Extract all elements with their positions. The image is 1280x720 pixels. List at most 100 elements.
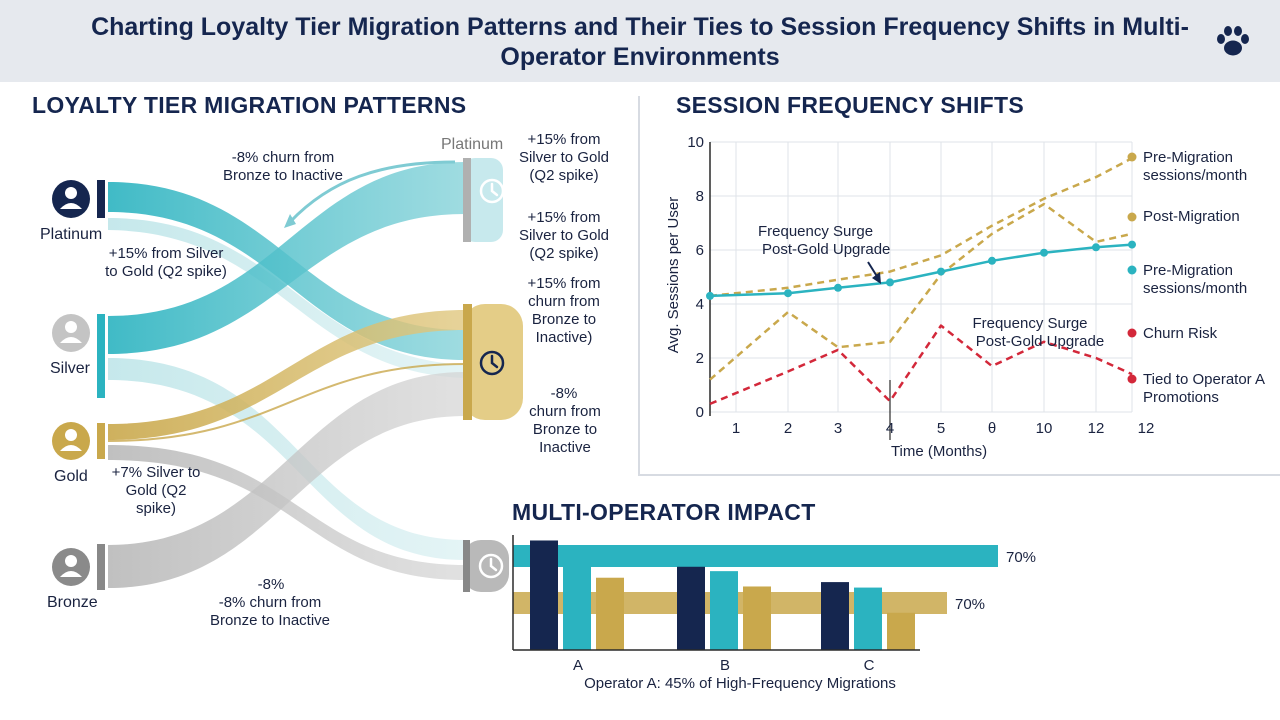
bar-chart-title: MULTI-OPERATOR IMPACT [512,499,816,525]
background-bar-label-1: 70% [955,596,985,613]
flow-silver-to-bronze [108,358,465,560]
bar-A-2 [596,577,624,650]
annotation-surge-line2: Post-Gold Upgrade [762,241,890,258]
flow-bronze-to-gold [108,372,465,588]
annotation-right-4-pct: -8% [550,385,578,402]
line-point [1092,243,1100,252]
bar-A-1 [563,549,591,650]
legend-marker-3 [1127,328,1137,338]
y-tick-label: 2 [696,350,704,367]
bar-C-2 [887,612,915,650]
header-bar: Charting Loyalty Tier Migration Patterns… [0,0,1280,82]
x-tick-label: θ [988,420,996,437]
legend-marker-2 [1127,265,1137,275]
annotation-surge2-line2: Post-Gold Upgrade [976,333,1104,350]
x-tick-label: 4 [886,420,894,437]
annotation-surge-line1: Frequency Surge [758,223,873,240]
annotation-right-3: +15% from churn from Bronze to Inactive) [527,275,601,346]
legend-label-pre-migration-gold: Pre-Migration sessions/month [1143,149,1248,184]
user-icon-silver [52,314,90,352]
node-bronze-target [463,540,509,592]
bar-chart-caption: Operator A: 45% of High-Frequency Migrat… [584,675,896,692]
flow-gold-to-gold [108,310,465,440]
background-bar-label-0: 70% [1006,549,1036,566]
line-point [706,291,714,300]
paw-icon [1217,26,1249,56]
x-tick-label: 2 [784,420,792,437]
node-bronze-source [97,544,105,590]
background-bar-0 [513,545,998,567]
legend-label-operator-a: Tied to Operator A Promotions [1143,371,1265,406]
annotation-bronze-pct: -8% [257,576,285,593]
legend-marker-4 [1127,374,1137,384]
x-tick-label: 5 [937,420,945,437]
bar-category-label: C [864,657,875,674]
clock-icon-gold [479,350,505,376]
bar-A-0 [530,540,558,650]
y-tick-label: 4 [696,296,704,313]
tier-label-platinum: Platinum [40,226,103,243]
annotation-right-2: +15% from Silver to Gold (Q2 spike) [518,209,610,262]
node-silver-source [97,314,105,398]
clock-icon-platinum [479,178,505,204]
line-series-3 [709,324,1133,406]
sankey-title: LOYALTY TIER MIGRATION PATTERNS [32,92,467,118]
line-point [834,283,842,292]
annotation-churn-top: -8% churn from Bronze to Inactive [222,149,344,184]
legend-marker-1 [1127,212,1137,222]
bar-category-label: A [573,657,583,674]
vertical-divider [638,96,640,474]
line-point [937,267,945,276]
line-point [886,278,894,287]
horizontal-divider [638,474,1280,476]
x-tick-label: 10 [1036,420,1053,437]
sankey-diagram [52,158,523,592]
x-tick-label: 12 [1088,420,1105,437]
tier-label-silver: Silver [50,360,91,377]
annotation-bronze-churn: -8% churn from Bronze to Inactive [209,594,331,629]
bar-B-1 [710,571,738,650]
user-icon-platinum [52,180,90,218]
page-title: Charting Loyalty Tier Migration Patterns… [91,13,1189,71]
y-tick-label: 0 [696,404,704,421]
bar-C-0 [821,582,849,650]
bar-chart: 70% 70% A B C [512,535,1036,674]
y-axis-label: Avg. Sessions per User [665,197,682,353]
clock-icon-bronze [478,553,504,579]
node-platinum-source [97,180,105,218]
y-tick-label: 8 [696,188,704,205]
line-point [1128,240,1136,249]
x-axis-label: Time (Months) [891,443,987,460]
flow-gold-thin [107,363,466,442]
line-point [784,289,792,298]
user-icon-gold [52,422,90,460]
bar-B-2 [743,586,771,650]
tier-label-gold: Gold [54,468,88,485]
line-point [1040,248,1048,257]
user-icon-bronze [52,548,90,586]
annotation-arrowhead [872,272,881,284]
churn-arrow [288,160,456,224]
annotation-silver-gold: +15% from Silver to Gold (Q2 spike) [105,245,227,280]
legend-marker-0 [1127,152,1137,162]
bar-category-label: B [720,657,730,674]
line-point [988,256,996,265]
target-label-platinum: Platinum [441,136,504,153]
legend-label-churn-risk: Churn Risk [1143,325,1218,342]
annotation-right-1: +15% from Silver to Gold (Q2 spike) [518,131,610,184]
bar-B-0 [677,566,705,650]
flow-platinum-light [108,218,465,378]
legend-label-post-migration: Post-Migration [1143,208,1240,225]
annotation-right-4: churn from Bronze to Inactive [529,403,601,456]
annotation-surge2-line1: Frequency Surge [972,315,1087,332]
x-tick-label: 12 [1138,420,1155,437]
flow-gold-to-bronze [108,445,465,580]
bar-C-1 [854,587,882,650]
line-series-0 [709,157,1133,298]
line-chart-title: SESSION FREQUENCY SHIFTS [676,92,1024,118]
tier-label-bronze: Bronze [47,594,98,611]
y-tick-label: 6 [696,242,704,259]
x-tick-label: 1 [732,420,740,437]
annotation-gold-note: +7% Silver to Gold (Q2 spike) [111,464,201,517]
